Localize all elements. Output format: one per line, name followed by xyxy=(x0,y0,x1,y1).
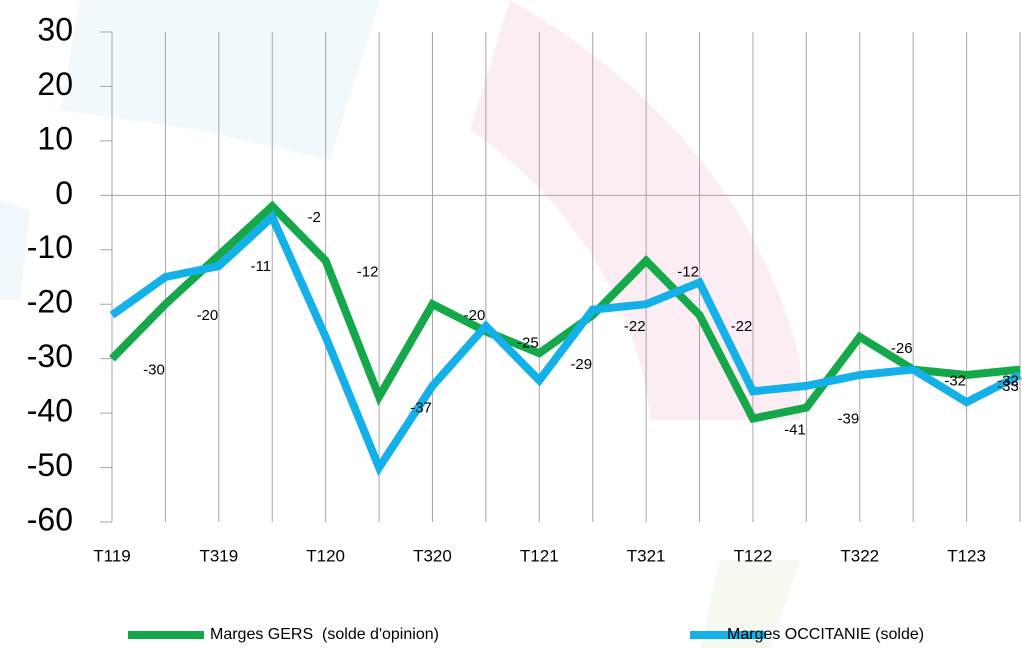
y-tick-label: 0 xyxy=(55,175,73,211)
data-label: -33 xyxy=(997,378,1019,395)
data-label: -20 xyxy=(197,307,219,324)
y-tick-label: -40 xyxy=(27,393,73,429)
data-label: -12 xyxy=(677,264,699,281)
data-label: -22 xyxy=(624,318,646,335)
data-label: -2 xyxy=(308,209,321,226)
data-label: -32 xyxy=(944,373,966,390)
legend-label: Marges OCCITANIE (solde) xyxy=(727,626,924,643)
y-tick-label: -10 xyxy=(27,229,73,265)
x-tick-label: T320 xyxy=(413,546,452,565)
x-tick-label: T322 xyxy=(840,546,879,565)
y-tick-label: -60 xyxy=(27,501,73,537)
data-label: -26 xyxy=(891,340,913,357)
x-tick-label: T121 xyxy=(520,546,559,565)
line-series xyxy=(109,210,1022,477)
x-tick-label: T122 xyxy=(734,546,773,565)
line-series xyxy=(109,200,1021,424)
data-label: -11 xyxy=(251,258,272,275)
data-label: -20 xyxy=(464,307,486,324)
x-tick-label: T120 xyxy=(306,546,345,565)
data-label: -32 xyxy=(997,373,1019,390)
data-label: -30 xyxy=(143,362,165,379)
x-tick-label: T321 xyxy=(627,546,666,565)
y-tick-label: -50 xyxy=(27,447,73,483)
data-label: -22 xyxy=(731,318,753,335)
y-tick-label: -20 xyxy=(27,284,73,320)
y-tick-label: -30 xyxy=(27,338,73,374)
data-label: -12 xyxy=(357,264,379,281)
data-label: -39 xyxy=(838,411,860,428)
y-tick-label: 10 xyxy=(37,120,73,156)
x-tick-label: T319 xyxy=(199,546,238,565)
y-tick-label: 20 xyxy=(37,66,73,102)
x-tick-label: T123 xyxy=(947,546,986,565)
data-label: -29 xyxy=(570,356,592,373)
y-tick-label: 30 xyxy=(37,11,73,47)
data-label: -41 xyxy=(784,422,806,439)
data-label: -37 xyxy=(410,400,432,417)
x-tick-label: T119 xyxy=(93,546,131,565)
data-label: -25 xyxy=(517,334,539,351)
legend-label: Marges GERS (solde d'opinion) xyxy=(210,626,439,643)
